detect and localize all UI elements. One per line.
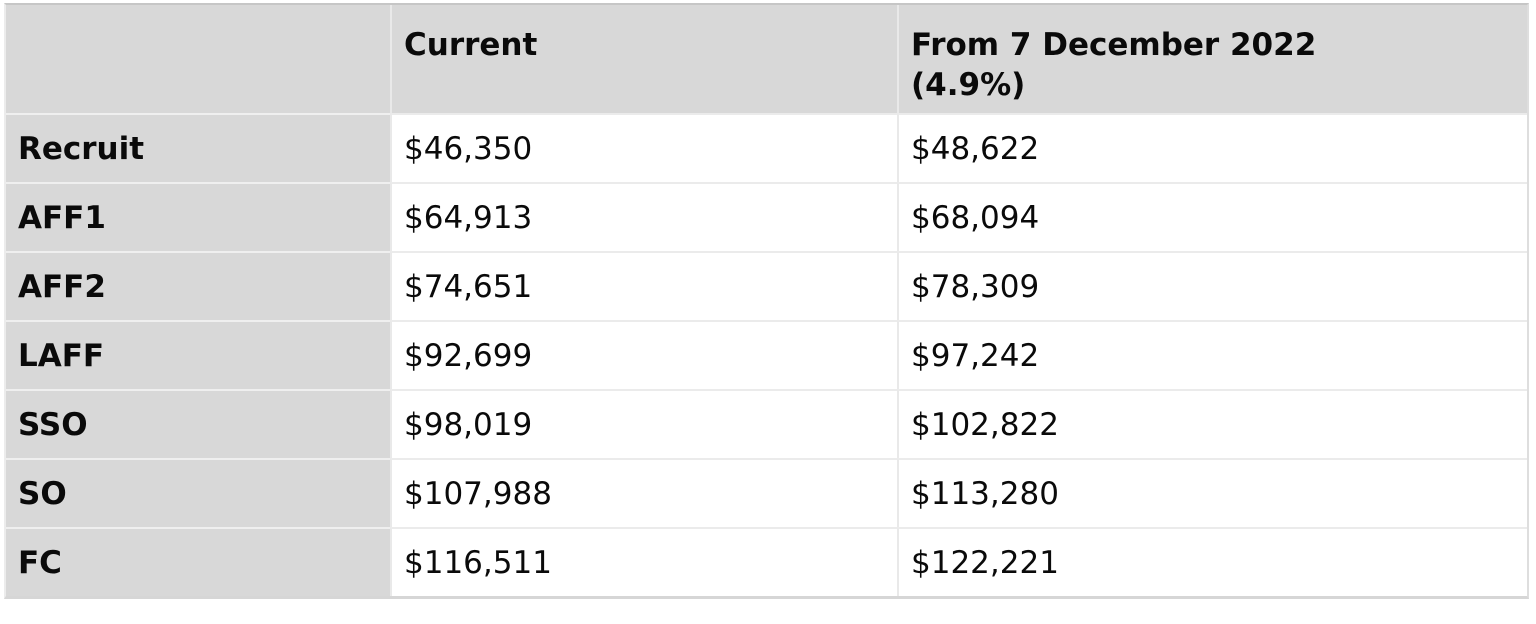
from-dec-2022-value: $122,221 — [897, 527, 1527, 596]
current-value: $98,019 — [390, 389, 897, 458]
from-dec-2022-value: $48,622 — [897, 113, 1527, 182]
current-value: $46,350 — [390, 113, 897, 182]
from-dec-2022-value: $78,309 — [897, 251, 1527, 320]
from-dec-2022-value: $113,280 — [897, 458, 1527, 527]
pay-rates-table-container: Current From 7 December 2022 (4.9%) Recr… — [4, 3, 1529, 599]
table-row-aff2: AFF2 $74,651 $78,309 — [6, 251, 1527, 320]
row-label: SO — [6, 458, 390, 527]
table-row-laff: LAFF $92,699 $97,242 — [6, 320, 1527, 389]
current-value: $107,988 — [390, 458, 897, 527]
current-value: $116,511 — [390, 527, 897, 596]
header-from-7-december-2022: From 7 December 2022 (4.9%) — [897, 5, 1527, 113]
from-dec-2022-value: $102,822 — [897, 389, 1527, 458]
row-label: Recruit — [6, 113, 390, 182]
current-value: $64,913 — [390, 182, 897, 251]
header-rank-blank — [6, 5, 390, 113]
header-current: Current — [390, 5, 897, 113]
current-value: $74,651 — [390, 251, 897, 320]
row-label: LAFF — [6, 320, 390, 389]
table-row-recruit: Recruit $46,350 $48,622 — [6, 113, 1527, 182]
table-row-aff1: AFF1 $64,913 $68,094 — [6, 182, 1527, 251]
row-label: FC — [6, 527, 390, 596]
row-label: SSO — [6, 389, 390, 458]
table-header-row: Current From 7 December 2022 (4.9%) — [6, 5, 1527, 113]
row-label: AFF1 — [6, 182, 390, 251]
pay-rates-table: Current From 7 December 2022 (4.9%) Recr… — [4, 3, 1529, 599]
table-row-so: SO $107,988 $113,280 — [6, 458, 1527, 527]
table-row-fc: FC $116,511 $122,221 — [6, 527, 1527, 596]
from-dec-2022-value: $97,242 — [897, 320, 1527, 389]
table-row-sso: SSO $98,019 $102,822 — [6, 389, 1527, 458]
current-value: $92,699 — [390, 320, 897, 389]
from-dec-2022-value: $68,094 — [897, 182, 1527, 251]
row-label: AFF2 — [6, 251, 390, 320]
